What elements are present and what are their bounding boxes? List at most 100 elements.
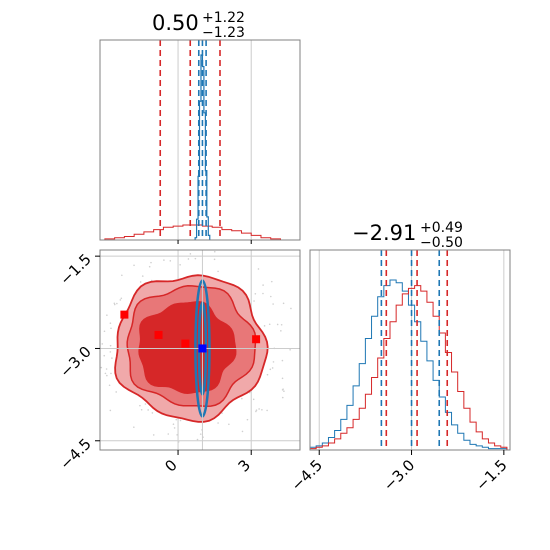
sample-point [100,366,103,369]
sample-point [106,374,108,377]
sample-point [266,373,269,376]
sample-point [261,408,263,411]
sample-point [105,368,108,370]
red-marker [120,310,129,319]
sample-point [175,418,178,421]
sample-point [97,293,99,295]
sample-point [282,388,284,390]
svg-text:−2.91: −2.91 [352,221,416,245]
sample-point [106,314,108,316]
sample-point [113,302,116,305]
sample-point [133,426,135,428]
sample-point [266,409,268,412]
sample-point [255,410,257,413]
sample-point [110,327,112,330]
sample-point [93,379,95,381]
sample-point [108,384,111,387]
sample-point [272,303,274,305]
param1-title: 0.50 +1.22 −1.23 [152,10,245,41]
y-tick-label-param2: −3.0 [56,343,94,381]
sample-point [289,348,291,351]
sample-point [213,250,216,253]
sample-point [173,427,176,429]
sample-point [147,409,149,411]
sample-point [144,403,147,405]
svg-text:−1.23: −1.23 [202,25,245,41]
sample-point [199,433,202,435]
sample-point [271,367,274,369]
sample-point [116,302,118,305]
svg-text:0.50: 0.50 [152,11,199,35]
joint-2d-panel [84,249,301,451]
hist-red-param2 [310,285,508,450]
sample-point [280,330,282,332]
sample-point [104,372,107,375]
red-marker [181,339,190,348]
y-tick-label-param2: −4.5 [56,435,94,473]
sample-point [119,299,122,301]
blue-marker [198,344,207,353]
sample-point [189,253,192,255]
x-tick-label-param1: 3 [235,456,254,475]
svg-text:−0.50: −0.50 [420,235,463,251]
sample-point [150,261,152,264]
sample-point [172,423,175,425]
sample-point [269,368,272,371]
sample-point [272,361,275,363]
sample-point [139,404,141,407]
sample-point [139,281,142,283]
sample-point [228,423,230,426]
y-tick-label-param2: −1.5 [56,250,94,288]
sample-point [163,259,165,261]
sample-point [121,274,123,277]
sample-point [262,284,264,286]
sample-point [97,349,99,351]
sample-point [101,343,104,345]
sample-point [255,409,258,412]
sample-point [253,300,255,302]
sample-point [213,258,216,261]
sample-point [109,409,112,412]
sample-point [176,434,178,436]
sample-point [281,377,284,380]
sample-point [254,292,257,295]
sample-point [196,438,199,441]
red-marker [154,330,163,339]
sample-point [94,371,96,373]
svg-text:+0.49: +0.49 [420,220,463,236]
sample-point [151,412,154,414]
sample-point [281,359,284,362]
sample-point [270,280,273,283]
sample-point [179,419,182,422]
sample-point [268,323,271,326]
sample-point [217,270,219,273]
sample-point [194,257,197,260]
sample-point [113,303,116,306]
sample-point [252,398,255,401]
sample-point [88,370,90,372]
x-tick-label-param2: −3.0 [380,456,418,494]
marginal-y-panel [309,249,511,451]
sample-point [84,369,86,371]
sample-point [148,265,151,268]
sample-point [103,330,106,333]
sample-point [179,263,181,266]
sample-point [109,351,112,353]
sample-point [120,297,123,300]
sample-point [177,441,180,443]
red-marker [252,335,261,344]
sample-point [246,418,249,421]
sample-point [167,433,170,435]
sample-point [152,434,155,436]
param2-title: −2.91 +0.49 −0.50 [352,220,463,251]
sample-point [91,346,93,348]
sample-point [241,397,243,400]
sample-point [217,422,219,424]
marginal-x-panel [99,39,301,241]
sample-point [258,408,260,410]
sample-point [109,322,112,324]
sample-point [257,268,260,270]
sample-point [133,264,135,267]
hist-blue-param2 [310,279,508,450]
sample-point [115,391,117,393]
